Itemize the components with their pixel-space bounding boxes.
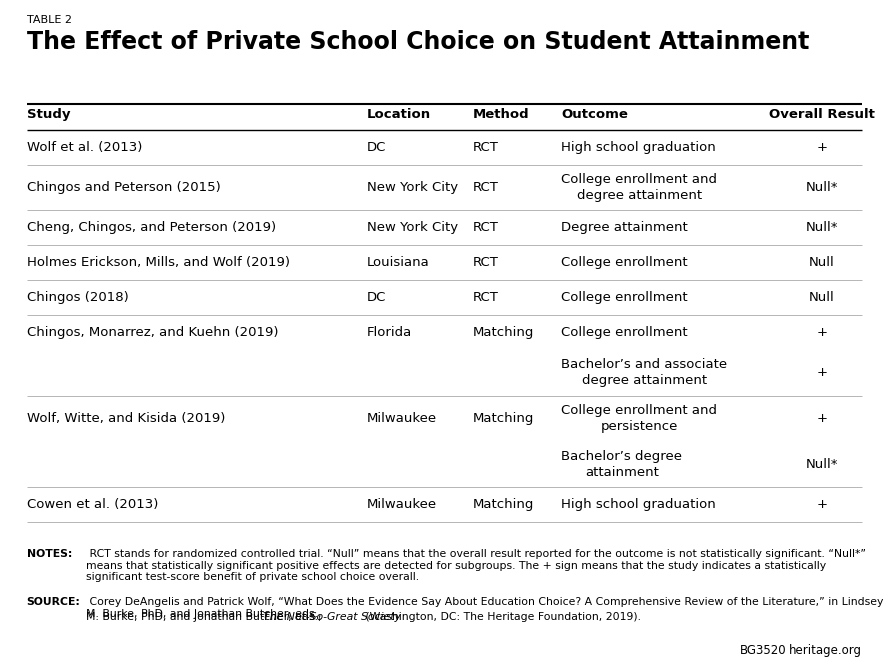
Text: New York City: New York City xyxy=(367,221,458,235)
Text: Null*: Null* xyxy=(806,458,838,471)
Text: Milwaukee: Milwaukee xyxy=(367,498,437,511)
Text: College enrollment and
degree attainment: College enrollment and degree attainment xyxy=(561,173,717,202)
Text: Matching: Matching xyxy=(473,412,534,425)
Text: Chingos, Monarrez, and Kuehn (2019): Chingos, Monarrez, and Kuehn (2019) xyxy=(27,326,278,339)
Text: Location: Location xyxy=(367,108,431,120)
Text: Method: Method xyxy=(473,108,530,120)
Text: Florida: Florida xyxy=(367,326,412,339)
Text: Wolf, Witte, and Kisida (2019): Wolf, Witte, and Kisida (2019) xyxy=(27,412,225,425)
Text: Bachelor’s degree
attainment: Bachelor’s degree attainment xyxy=(561,450,682,479)
Text: Corey DeAngelis and Patrick Wolf, “What Does the Evidence Say About Education Ch: Corey DeAngelis and Patrick Wolf, “What … xyxy=(86,597,883,619)
Text: College enrollment: College enrollment xyxy=(561,256,688,269)
Text: High school graduation: High school graduation xyxy=(561,498,716,511)
Text: New York City: New York City xyxy=(367,181,458,194)
Text: +: + xyxy=(817,140,827,154)
Text: Study: Study xyxy=(27,108,70,120)
Text: SOURCE:: SOURCE: xyxy=(27,597,80,607)
Text: RCT stands for randomized controlled trial. “Null” means that the overall result: RCT stands for randomized controlled tri… xyxy=(86,549,865,582)
Text: Outcome: Outcome xyxy=(561,108,629,120)
Text: Wolf et al. (2013): Wolf et al. (2013) xyxy=(27,140,142,154)
Text: RCT: RCT xyxy=(473,291,499,304)
Text: Cheng, Chingos, and Peterson (2019): Cheng, Chingos, and Peterson (2019) xyxy=(27,221,276,235)
Text: Null: Null xyxy=(809,291,835,304)
Text: RCT: RCT xyxy=(473,140,499,154)
Text: Chingos (2018): Chingos (2018) xyxy=(27,291,128,304)
Text: The Effect of Private School Choice on Student Attainment: The Effect of Private School Choice on S… xyxy=(27,30,809,54)
Text: College enrollment and
persistence: College enrollment and persistence xyxy=(561,404,717,433)
Text: Holmes Erickson, Mills, and Wolf (2019): Holmes Erickson, Mills, and Wolf (2019) xyxy=(27,256,290,269)
Text: Matching: Matching xyxy=(473,498,534,511)
Text: Milwaukee: Milwaukee xyxy=(367,412,437,425)
Text: Degree attainment: Degree attainment xyxy=(561,221,688,235)
Text: Chingos and Peterson (2015): Chingos and Peterson (2015) xyxy=(27,181,220,194)
Text: +: + xyxy=(817,412,827,425)
Text: RCT: RCT xyxy=(473,256,499,269)
Text: Null: Null xyxy=(809,256,835,269)
Text: DC: DC xyxy=(367,140,386,154)
Text: High school graduation: High school graduation xyxy=(561,140,716,154)
Text: Louisiana: Louisiana xyxy=(367,256,430,269)
Text: DC: DC xyxy=(367,291,386,304)
Text: TABLE 2: TABLE 2 xyxy=(27,15,72,25)
Text: Cowen et al. (2013): Cowen et al. (2013) xyxy=(27,498,158,511)
Text: Overall Result: Overall Result xyxy=(769,108,875,120)
Text: RCT: RCT xyxy=(473,181,499,194)
Text: heritage.org: heritage.org xyxy=(789,644,862,657)
Text: Null*: Null* xyxy=(806,221,838,235)
Text: +: + xyxy=(817,366,827,380)
Text: +: + xyxy=(817,498,827,511)
Text: Null*: Null* xyxy=(806,181,838,194)
Text: RCT: RCT xyxy=(473,221,499,235)
Text: Bachelor’s and associate
degree attainment: Bachelor’s and associate degree attainme… xyxy=(561,358,728,388)
Text: (Washington, DC: The Heritage Foundation, 2019).: (Washington, DC: The Heritage Foundation… xyxy=(362,612,641,622)
Text: +: + xyxy=(817,326,827,339)
Text: Matching: Matching xyxy=(473,326,534,339)
Text: College enrollment: College enrollment xyxy=(561,326,688,339)
Text: The Not-So-Great Society: The Not-So-Great Society xyxy=(263,612,400,622)
Text: BG3520: BG3520 xyxy=(740,644,787,657)
Text: NOTES:: NOTES: xyxy=(27,549,72,559)
Text: College enrollment: College enrollment xyxy=(561,291,688,304)
Text: M. Burke, PhD, and Jonathan Butcher, eds.,: M. Burke, PhD, and Jonathan Butcher, eds… xyxy=(86,612,324,622)
